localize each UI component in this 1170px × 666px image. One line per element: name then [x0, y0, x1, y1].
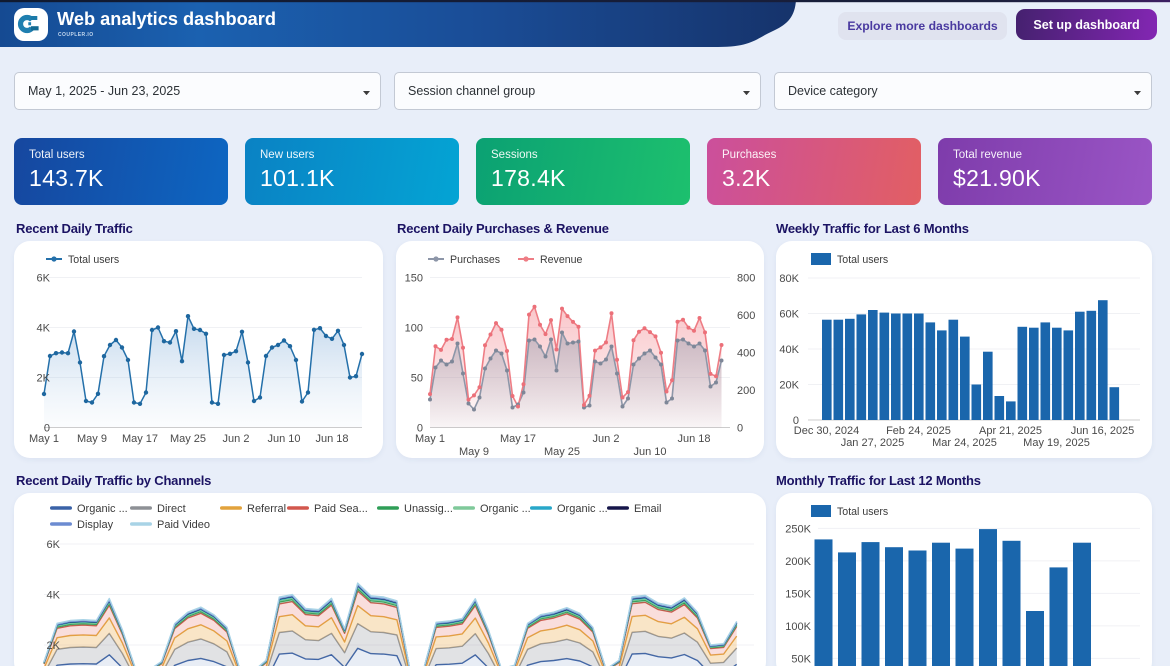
svg-text:6K: 6K	[37, 273, 51, 285]
svg-text:Jun 16, 2025: Jun 16, 2025	[1071, 425, 1135, 437]
svg-text:Total users: Total users	[837, 254, 888, 266]
svg-text:May 1: May 1	[415, 433, 445, 445]
svg-text:May 1: May 1	[29, 433, 59, 445]
svg-text:150K: 150K	[785, 588, 811, 600]
svg-text:May 9: May 9	[459, 446, 489, 458]
svg-text:200K: 200K	[785, 556, 811, 568]
svg-text:80K: 80K	[779, 273, 799, 285]
svg-text:Jun 2: Jun 2	[593, 433, 620, 445]
svg-text:May 17: May 17	[500, 433, 536, 445]
svg-text:4K: 4K	[37, 323, 51, 335]
svg-text:Paid Video: Paid Video	[157, 519, 210, 531]
svg-text:Paid Sea...: Paid Sea...	[314, 503, 368, 515]
svg-text:Direct: Direct	[157, 503, 186, 515]
svg-text:Referral: Referral	[247, 503, 286, 515]
svg-text:250K: 250K	[785, 523, 811, 535]
svg-text:0: 0	[44, 423, 50, 435]
svg-text:0: 0	[737, 423, 743, 435]
svg-text:600: 600	[737, 310, 755, 322]
svg-text:50K: 50K	[791, 653, 811, 665]
svg-text:Jan 27, 2025: Jan 27, 2025	[841, 437, 905, 449]
svg-text:40K: 40K	[779, 344, 799, 356]
svg-text:May 19, 2025: May 19, 2025	[1023, 437, 1090, 449]
svg-text:20K: 20K	[779, 380, 799, 392]
svg-text:Jun 18: Jun 18	[677, 433, 710, 445]
svg-text:4K: 4K	[47, 590, 61, 602]
svg-text:Email: Email	[634, 503, 662, 515]
svg-text:50: 50	[411, 373, 423, 385]
svg-text:Organic ...: Organic ...	[480, 503, 531, 515]
svg-text:Dec 30, 2024: Dec 30, 2024	[794, 425, 859, 437]
svg-text:Feb 24, 2025: Feb 24, 2025	[886, 425, 951, 437]
svg-text:May 25: May 25	[170, 433, 206, 445]
svg-text:Revenue: Revenue	[540, 254, 583, 266]
svg-text:Apr 21, 2025: Apr 21, 2025	[979, 425, 1042, 437]
svg-text:0: 0	[793, 415, 799, 427]
svg-text:Display: Display	[77, 519, 114, 531]
svg-text:100: 100	[405, 323, 423, 335]
svg-text:150: 150	[405, 273, 423, 285]
svg-text:Organic ...: Organic ...	[77, 503, 128, 515]
svg-text:800: 800	[737, 273, 755, 285]
svg-text:2K: 2K	[47, 640, 61, 652]
svg-text:100K: 100K	[785, 621, 811, 633]
svg-text:2K: 2K	[37, 373, 51, 385]
svg-text:Jun 10: Jun 10	[633, 446, 666, 458]
svg-text:Total users: Total users	[68, 254, 119, 266]
svg-text:Jun 10: Jun 10	[267, 433, 300, 445]
svg-text:May 9: May 9	[77, 433, 107, 445]
svg-text:May 17: May 17	[122, 433, 158, 445]
svg-text:6K: 6K	[47, 539, 61, 551]
svg-text:Mar 24, 2025: Mar 24, 2025	[932, 437, 997, 449]
svg-text:Jun 2: Jun 2	[223, 433, 250, 445]
svg-text:Unassig...: Unassig...	[404, 503, 453, 515]
svg-text:60K: 60K	[779, 309, 799, 321]
svg-text:May 25: May 25	[544, 446, 580, 458]
svg-text:400: 400	[737, 348, 755, 360]
svg-text:0: 0	[417, 423, 423, 435]
svg-text:Jun 18: Jun 18	[315, 433, 348, 445]
svg-text:Total users: Total users	[837, 506, 888, 518]
svg-text:Purchases: Purchases	[450, 254, 500, 266]
svg-text:200: 200	[737, 385, 755, 397]
svg-text:Organic ...: Organic ...	[557, 503, 608, 515]
